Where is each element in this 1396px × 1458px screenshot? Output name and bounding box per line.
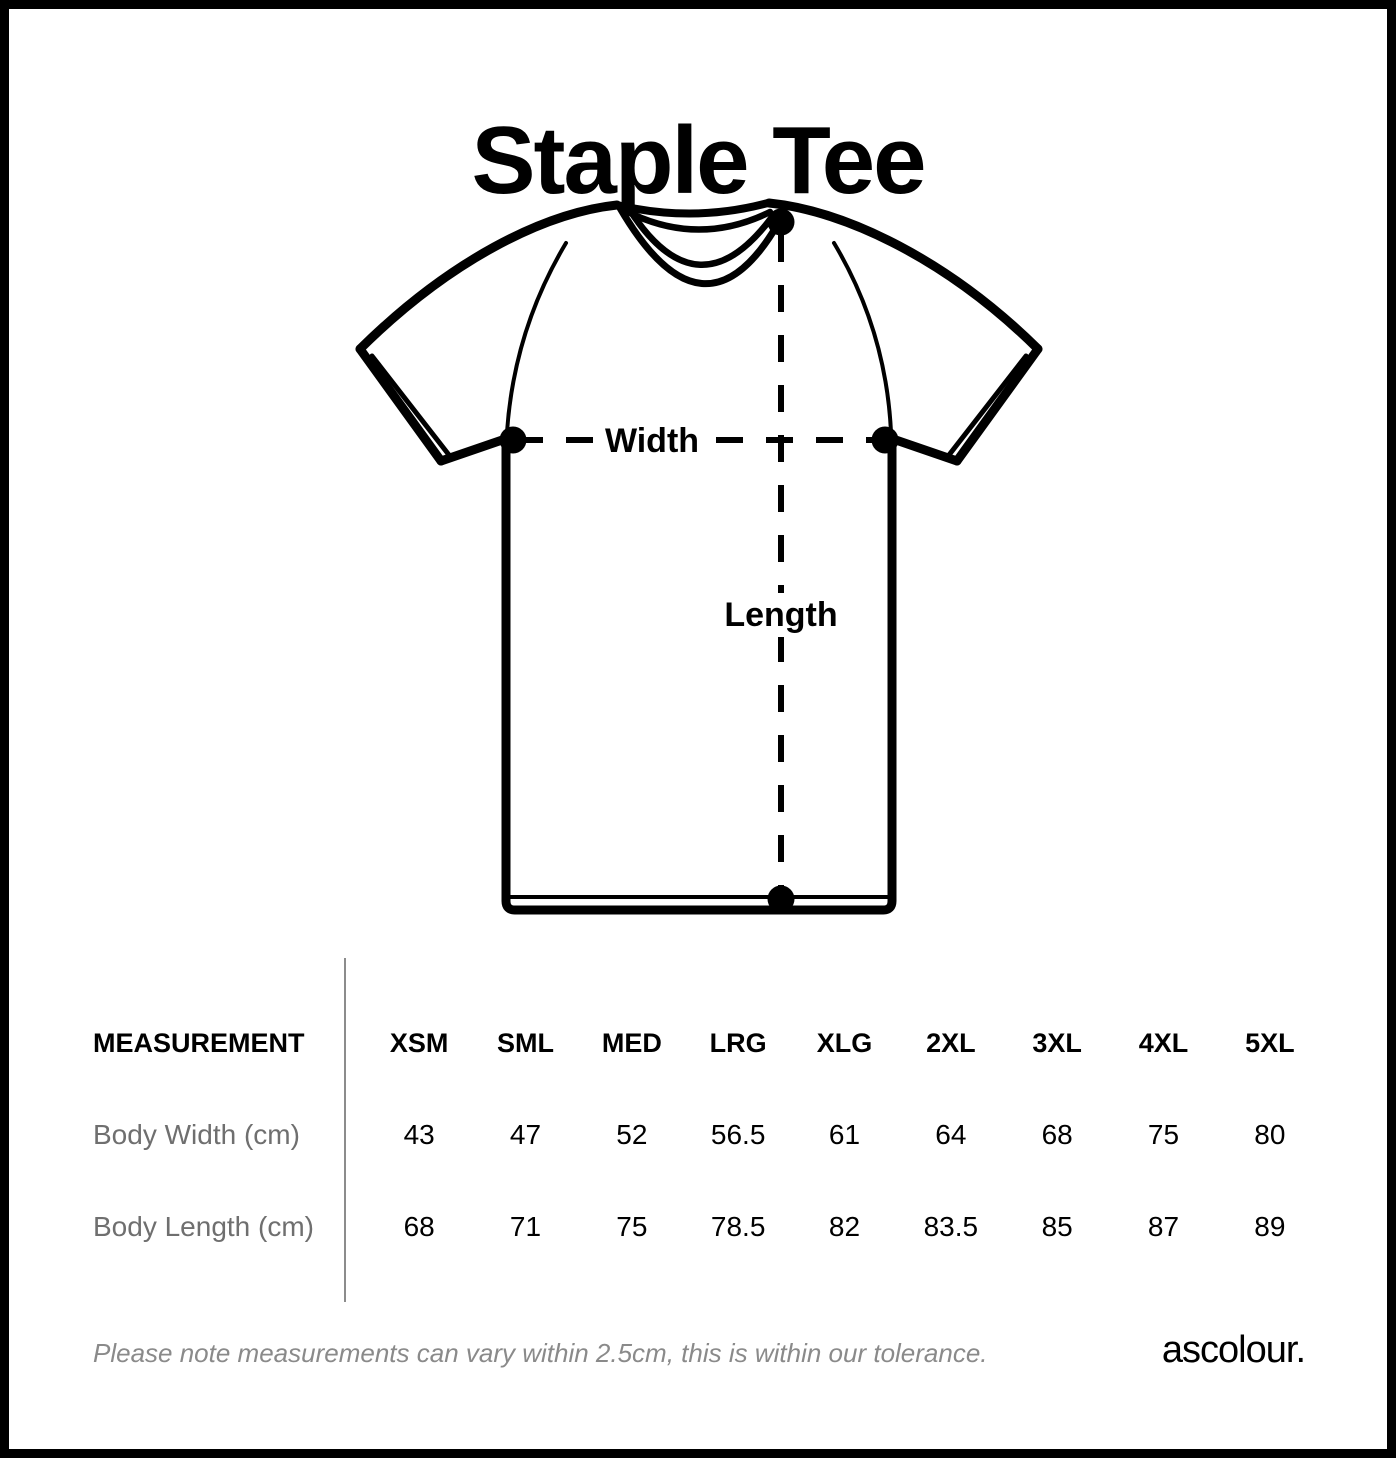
page-title: Staple Tee (471, 107, 926, 215)
table-row-body-width: Body Width (cm) 43 47 52 56.5 61 64 68 7… (93, 1089, 1323, 1181)
column-header-3xl: 3XL (1032, 1027, 1082, 1058)
column-header-lrg: LRG (709, 1027, 767, 1058)
right-underarm-measure-dot (871, 426, 899, 454)
length-label: Length (724, 596, 837, 634)
collar-back-line (613, 199, 772, 218)
body-width-med: 52 (616, 1119, 648, 1150)
column-header-sml: SML (496, 1027, 554, 1058)
column-header-measurement: MEASUREMENT (93, 1027, 305, 1058)
body-length-xsm: 68 (403, 1211, 435, 1242)
row-label-body-length: Body Length (cm) (93, 1211, 314, 1242)
table-row-body-length: Body Length (cm) 68 71 75 78.5 82 83.5 8… (93, 1181, 1323, 1273)
tolerance-note: Please note measurements can vary within… (93, 1338, 988, 1368)
tshirt-left-armhole-seam (505, 241, 568, 434)
body-length-3xl: 85 (1041, 1211, 1073, 1242)
body-width-value-cells: 43 47 52 56.5 61 64 68 75 80 (366, 1119, 1323, 1151)
tshirt-right-shoulder (764, 198, 1043, 354)
tshirt-left-cuff-edge (355, 344, 446, 466)
collar-fold-line (620, 206, 774, 233)
body-length-lrg: 78.5 (710, 1211, 766, 1242)
brand-logo: ascolour. (1161, 1329, 1306, 1371)
size-header-cells: XSM SML MED LRG XLG 2XL 3XL 4XL 5XL (366, 1028, 1323, 1059)
body-width-lrg: 56.5 (710, 1119, 766, 1150)
column-header-xlg: XLG (816, 1027, 873, 1058)
left-underarm-measure-dot (499, 426, 527, 454)
column-header-5xl: 5XL (1245, 1027, 1295, 1058)
row-label-body-width: Body Width (cm) (93, 1119, 300, 1150)
tshirt-right-armhole-seam (832, 241, 893, 434)
tshirt-left-cuff-seam (369, 353, 452, 458)
body-width-3xl: 68 (1041, 1119, 1073, 1150)
tshirt-left-sleeve-underside (436, 433, 513, 466)
column-header-4xl: 4XL (1138, 1027, 1189, 1058)
tshirt-right-cuff-edge (952, 344, 1043, 466)
tshirt-diagram: Width Length (355, 198, 1043, 915)
width-label-background (602, 418, 702, 462)
size-table: MEASUREMENT XSM SML MED LRG XLG 2XL 3XL … (93, 997, 1323, 1273)
body-width-xsm: 43 (403, 1119, 435, 1150)
length-label-background (720, 593, 842, 637)
body-length-med: 75 (616, 1211, 648, 1242)
width-label: Width (605, 422, 699, 460)
body-width-sml: 47 (509, 1119, 542, 1150)
body-length-sml: 71 (509, 1211, 542, 1242)
body-length-2xl: 83.5 (923, 1211, 979, 1242)
tshirt-right-cuff-seam (946, 353, 1029, 458)
body-width-2xl: 64 (935, 1119, 967, 1150)
body-width-5xl: 80 (1254, 1119, 1286, 1150)
tshirt-body-outline (501, 431, 897, 915)
table-divider-line (344, 958, 346, 1302)
shoulder-measure-dot (767, 208, 795, 236)
column-header-2xl: 2XL (926, 1027, 976, 1058)
column-header-med: MED (601, 1027, 662, 1058)
column-header-xsm: XSM (389, 1027, 449, 1058)
tshirt-left-shoulder (355, 200, 622, 354)
body-length-xlg: 82 (828, 1211, 861, 1242)
table-header-row: MEASUREMENT XSM SML MED LRG XLG 2XL 3XL … (93, 997, 1323, 1089)
body-length-5xl: 89 (1254, 1211, 1286, 1242)
body-length-value-cells: 68 71 75 78.5 82 83.5 85 87 89 (366, 1211, 1323, 1243)
collar-outer-line (616, 204, 783, 288)
tshirt-right-sleeve-underside (885, 433, 962, 466)
body-length-4xl: 87 (1147, 1211, 1180, 1242)
body-width-xlg: 61 (828, 1119, 861, 1150)
hem-measure-dot (767, 885, 795, 913)
body-width-4xl: 75 (1147, 1119, 1180, 1150)
collar-inner-line (627, 208, 776, 268)
